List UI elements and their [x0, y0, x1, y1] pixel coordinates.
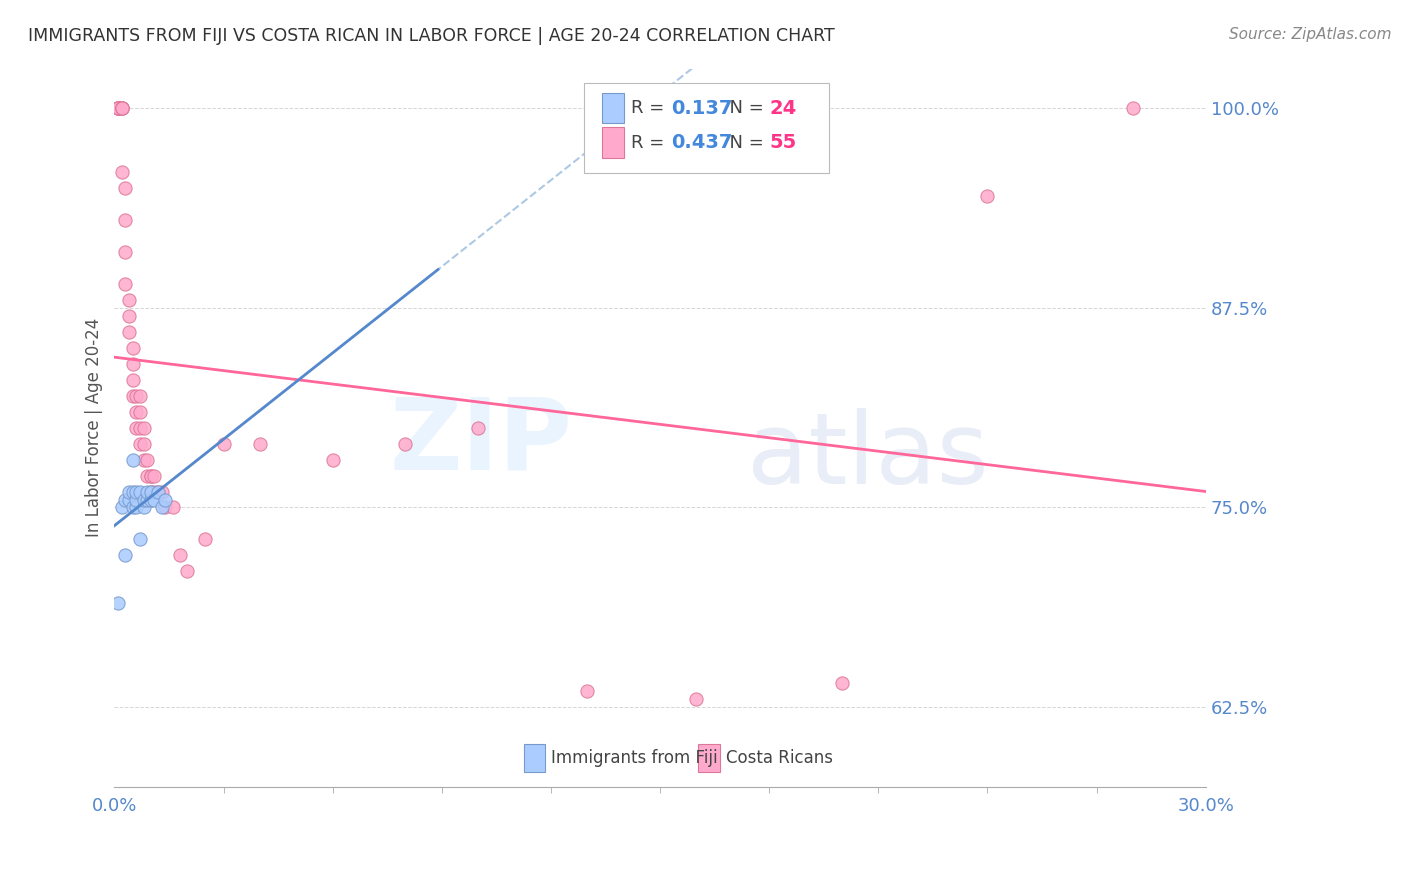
Point [118, 492, 141, 507]
Point [139, 492, 162, 507]
Point [118, 293, 141, 307]
Point [976, 189, 998, 203]
Point [132, 436, 155, 450]
Point [146, 484, 169, 499]
Point [136, 452, 159, 467]
Point [139, 484, 162, 499]
Point [169, 549, 191, 563]
Point [107, 596, 129, 610]
Point [107, 102, 129, 116]
Text: R =: R = [630, 134, 669, 152]
Point [467, 420, 489, 434]
Point [139, 484, 162, 499]
Text: R =: R = [630, 99, 669, 117]
Point [136, 468, 159, 483]
Text: 24: 24 [769, 98, 796, 118]
Point [150, 500, 173, 515]
Point [128, 484, 150, 499]
Point [139, 468, 162, 483]
Text: N =: N = [718, 99, 769, 117]
Point [111, 165, 134, 179]
Point [162, 500, 184, 515]
Point [831, 676, 853, 690]
Point [121, 452, 143, 467]
Point [114, 492, 136, 507]
Text: ZIP: ZIP [389, 393, 572, 491]
Text: Immigrants from Fiji: Immigrants from Fiji [551, 749, 717, 767]
Point [155, 492, 177, 507]
Point [176, 565, 198, 579]
Point [128, 436, 150, 450]
Point [111, 102, 134, 116]
Point [685, 692, 707, 706]
Point [114, 549, 136, 563]
FancyBboxPatch shape [602, 128, 624, 158]
Point [136, 484, 159, 499]
Point [155, 500, 177, 515]
Point [132, 420, 155, 434]
Point [132, 452, 155, 467]
Point [111, 102, 134, 116]
Point [125, 492, 148, 507]
Point [128, 405, 150, 419]
Point [212, 436, 235, 450]
Point [394, 436, 416, 450]
Point [114, 181, 136, 195]
Point [125, 389, 148, 403]
Text: 0.137: 0.137 [671, 98, 733, 118]
Text: N =: N = [718, 134, 769, 152]
FancyBboxPatch shape [699, 745, 720, 772]
Point [1122, 102, 1144, 116]
Point [114, 277, 136, 291]
Point [107, 102, 129, 116]
Point [136, 492, 159, 507]
Point [107, 102, 129, 116]
Point [125, 500, 148, 515]
Point [121, 389, 143, 403]
Point [118, 309, 141, 323]
Point [125, 405, 148, 419]
Point [125, 484, 148, 499]
Point [121, 373, 143, 387]
Point [114, 245, 136, 260]
Point [114, 213, 136, 227]
Point [132, 500, 155, 515]
Point [118, 484, 141, 499]
Point [111, 102, 134, 116]
Point [143, 468, 166, 483]
Point [143, 492, 166, 507]
Point [121, 341, 143, 355]
Point [146, 484, 169, 499]
Point [107, 102, 129, 116]
Point [143, 484, 166, 499]
FancyBboxPatch shape [523, 745, 546, 772]
Point [121, 500, 143, 515]
Point [576, 684, 599, 698]
Point [128, 533, 150, 547]
Text: 55: 55 [769, 133, 796, 152]
Point [132, 492, 155, 507]
FancyBboxPatch shape [583, 83, 830, 173]
FancyBboxPatch shape [602, 93, 624, 123]
Point [121, 484, 143, 499]
Point [322, 452, 344, 467]
Point [111, 102, 134, 116]
Point [121, 357, 143, 371]
Point [139, 468, 162, 483]
Point [118, 325, 141, 339]
Text: Costa Ricans: Costa Ricans [725, 749, 832, 767]
Text: Source: ZipAtlas.com: Source: ZipAtlas.com [1229, 27, 1392, 42]
Point [128, 420, 150, 434]
Point [128, 389, 150, 403]
Text: atlas: atlas [748, 408, 988, 505]
Point [107, 102, 129, 116]
Text: IMMIGRANTS FROM FIJI VS COSTA RICAN IN LABOR FORCE | AGE 20-24 CORRELATION CHART: IMMIGRANTS FROM FIJI VS COSTA RICAN IN L… [28, 27, 835, 45]
Point [125, 420, 148, 434]
Y-axis label: In Labor Force | Age 20-24: In Labor Force | Age 20-24 [86, 318, 103, 537]
Point [249, 436, 271, 450]
Point [111, 500, 134, 515]
Text: 0.437: 0.437 [671, 133, 733, 152]
Point [194, 533, 217, 547]
Point [150, 484, 173, 499]
